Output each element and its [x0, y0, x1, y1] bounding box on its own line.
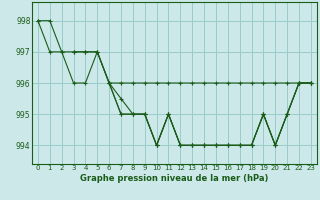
X-axis label: Graphe pression niveau de la mer (hPa): Graphe pression niveau de la mer (hPa) [80, 174, 268, 183]
